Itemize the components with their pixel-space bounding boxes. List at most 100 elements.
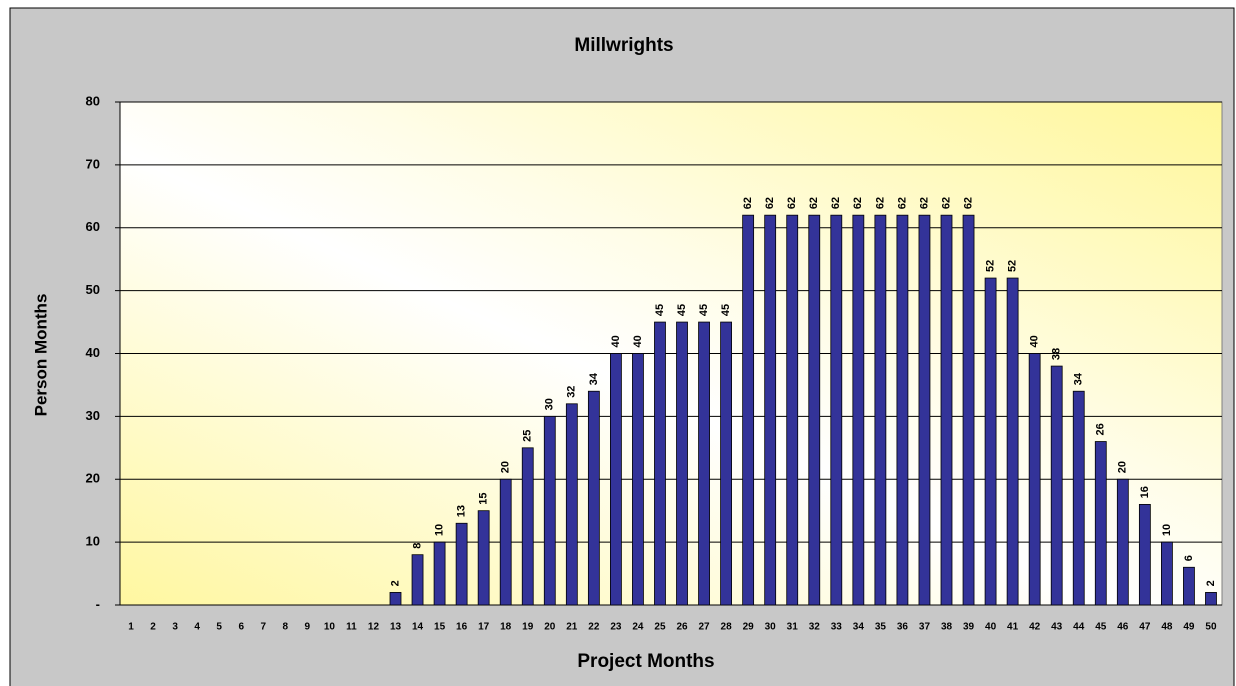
bar (1028, 353, 1041, 606)
bar (830, 214, 843, 606)
x-tick-label: 8 (283, 622, 289, 633)
y-tick-label: 30 (86, 408, 100, 423)
bar (654, 321, 666, 606)
y-tick-label: 80 (86, 93, 100, 108)
x-tick-label: 21 (566, 622, 578, 633)
chart-title: Millwrights (574, 35, 673, 56)
bar (389, 592, 402, 606)
data-label: 15 (478, 492, 490, 504)
data-label: 62 (764, 197, 776, 209)
x-tick-label: 27 (698, 622, 710, 633)
x-tick-label: 12 (368, 622, 380, 633)
bar (808, 214, 821, 606)
data-label: 13 (456, 505, 468, 517)
data-label: 62 (962, 197, 974, 209)
data-label: 62 (830, 197, 842, 209)
x-tick-label: 39 (963, 622, 975, 633)
data-label: 52 (1007, 260, 1019, 272)
x-tick-label: 23 (610, 622, 622, 633)
bar (1138, 503, 1151, 606)
y-tick-label: 50 (86, 282, 100, 297)
x-tick-label: 19 (522, 622, 534, 633)
x-tick-label: 42 (1029, 622, 1041, 633)
bar (962, 214, 975, 606)
x-tick-label: 32 (809, 622, 821, 633)
data-label: 52 (984, 260, 996, 272)
bar (632, 353, 644, 606)
y-tick-label: 10 (86, 534, 100, 549)
x-tick-label: 24 (632, 622, 644, 633)
x-tick-label: 38 (941, 622, 953, 633)
x-tick-label: 40 (985, 622, 997, 633)
bar (896, 214, 909, 606)
data-label: 62 (874, 197, 886, 209)
data-label: 34 (588, 372, 600, 385)
bar (1050, 365, 1063, 606)
bar (1116, 478, 1129, 606)
x-tick-label: 30 (765, 622, 777, 633)
x-tick-label: 36 (897, 622, 909, 633)
data-label: 38 (1051, 348, 1063, 360)
data-label: 62 (852, 197, 864, 209)
x-tick-label: 26 (676, 622, 688, 633)
x-tick-label: 46 (1117, 622, 1129, 633)
data-label: 8 (411, 543, 423, 549)
bar (742, 214, 755, 606)
data-label: 40 (632, 335, 644, 347)
x-tick-label: 13 (390, 622, 402, 633)
data-label: 25 (522, 430, 534, 442)
x-tick-label: 35 (875, 622, 887, 633)
data-label: 26 (1095, 423, 1107, 435)
x-tick-label: 3 (172, 622, 178, 633)
bar (1183, 566, 1195, 606)
bar (477, 510, 490, 606)
bar (1205, 592, 1217, 606)
x-tick-label: 22 (588, 622, 600, 633)
data-label: 40 (1029, 335, 1041, 347)
data-label: 62 (808, 197, 820, 209)
x-tick-label: 50 (1205, 622, 1217, 633)
x-tick-label: 29 (743, 622, 755, 633)
x-tick-label: 33 (831, 622, 843, 633)
y-tick-label: - (96, 596, 100, 611)
data-label: 45 (698, 304, 710, 316)
x-tick-label: 7 (260, 622, 266, 633)
x-tick-label: 43 (1051, 622, 1063, 633)
x-tick-label: 17 (478, 622, 490, 633)
x-tick-label: 6 (238, 622, 244, 633)
x-tick-label: 49 (1183, 622, 1195, 633)
data-label: 40 (610, 335, 622, 347)
x-tick-label: 9 (305, 622, 311, 633)
bar (918, 214, 931, 606)
bar (720, 321, 732, 606)
x-tick-label: 44 (1073, 622, 1085, 633)
data-label: 2 (1205, 580, 1217, 586)
bar (1072, 390, 1085, 606)
data-label: 45 (654, 304, 666, 316)
bar (455, 522, 468, 606)
x-tick-label: 28 (721, 622, 733, 633)
x-tick-label: 15 (434, 622, 446, 633)
bar (1006, 277, 1019, 606)
data-label: 30 (544, 398, 556, 410)
data-label: 34 (1073, 372, 1085, 385)
bar (521, 447, 534, 606)
bar (698, 321, 710, 606)
bar (786, 214, 799, 606)
data-label: 45 (676, 304, 688, 316)
bar (565, 403, 578, 606)
data-label: 2 (389, 580, 401, 586)
bar (676, 321, 688, 606)
y-axis-label: Person Months (31, 294, 50, 417)
y-tick-label: 20 (86, 471, 100, 486)
x-tick-label: 20 (544, 622, 556, 633)
x-tick-label: 16 (456, 622, 468, 633)
bar (433, 541, 446, 606)
x-tick-label: 37 (919, 622, 931, 633)
bar (499, 478, 512, 606)
y-tick-label: 70 (86, 156, 100, 171)
data-label: 62 (896, 197, 908, 209)
data-label: 62 (742, 197, 754, 209)
x-tick-label: 41 (1007, 622, 1019, 633)
